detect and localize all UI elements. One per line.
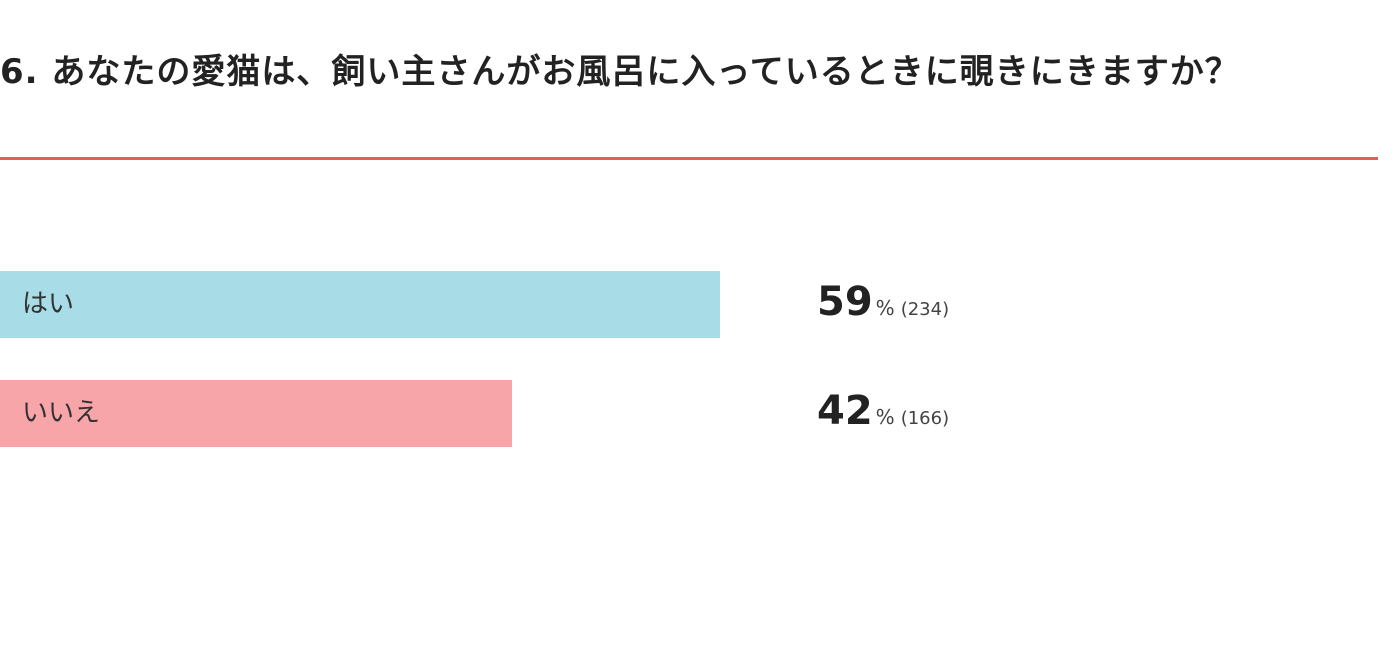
percent-unit: %	[875, 405, 895, 429]
question-title: 6. あなたの愛猫は、飼い主さんがお風呂に入っているときに覗きにきますか？	[0, 52, 1240, 92]
percent-value: 42	[817, 388, 873, 434]
bar	[0, 380, 513, 447]
percent-unit: %	[875, 296, 895, 320]
count-label: (234)	[900, 299, 950, 320]
value-label: 59% (234)	[817, 279, 949, 325]
value-label: 42% (166)	[817, 388, 949, 434]
category-label: はい	[22, 289, 75, 319]
bar	[0, 271, 720, 338]
title-rule	[0, 157, 1378, 160]
percent-value: 59	[817, 279, 873, 325]
category-label: いいえ	[22, 398, 101, 428]
count-label: (166)	[900, 408, 950, 429]
